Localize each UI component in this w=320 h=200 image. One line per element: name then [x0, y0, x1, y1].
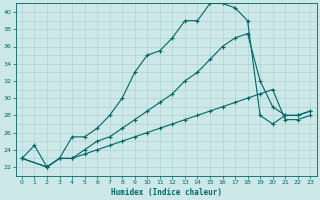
X-axis label: Humidex (Indice chaleur): Humidex (Indice chaleur) [111, 188, 221, 197]
